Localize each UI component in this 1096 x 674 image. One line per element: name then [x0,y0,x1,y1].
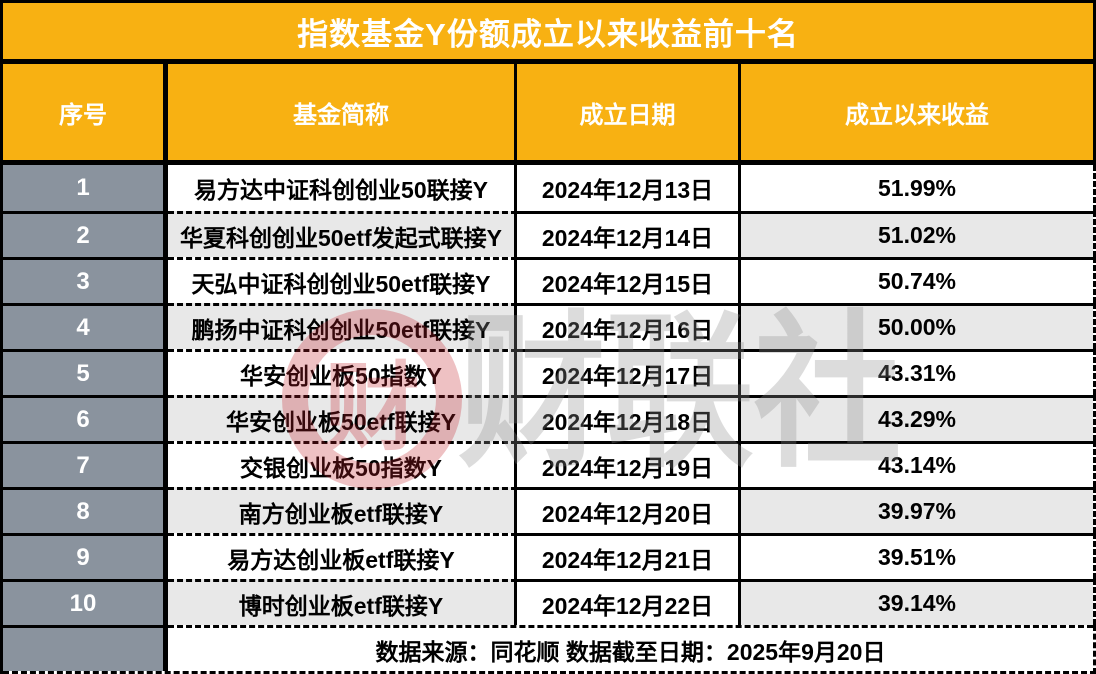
cell-fund-name: 南方创业板etf联接Y [168,487,517,533]
table-footer: 数据来源：同花顺 数据截至日期：2025年9月20日 [3,625,1096,674]
page-title: 指数基金Y份额成立以来收益前十名 [3,3,1096,64]
table-row: 9 易方达创业板etf联接Y 2024年12月21日 39.51% [3,533,1096,579]
cell-fund-name: 天弘中证科创创业50etf联接Y [168,257,517,303]
header-rank: 序号 [3,64,168,160]
cell-rank: 10 [3,579,168,625]
footer-rank-cell [3,625,168,671]
cell-inception-date: 2024年12月18日 [517,395,741,441]
table-row: 3 天弘中证科创创业50etf联接Y 2024年12月15日 50.74% [3,257,1096,303]
cell-rank: 9 [3,533,168,579]
cell-fund-name: 易方达中证科创创业50联接Y [168,165,517,211]
cell-rank: 8 [3,487,168,533]
footer-source-note: 数据来源：同花顺 数据截至日期：2025年9月20日 [168,625,1093,671]
cell-fund-name: 华安创业板50指数Y [168,349,517,395]
cell-inception-date: 2024年12月16日 [517,303,741,349]
cell-return: 43.29% [741,395,1093,441]
table-row: 5 华安创业板50指数Y 2024年12月17日 43.31% [3,349,1096,395]
cell-return: 39.97% [741,487,1093,533]
cell-return: 50.74% [741,257,1093,303]
cell-return: 39.14% [741,579,1093,625]
table-row: 8 南方创业板etf联接Y 2024年12月20日 39.97% [3,487,1096,533]
cell-fund-name: 华夏科创创业50etf发起式联接Y [168,211,517,257]
cell-return: 51.02% [741,211,1093,257]
cell-inception-date: 2024年12月14日 [517,211,741,257]
cell-fund-name: 博时创业板etf联接Y [168,579,517,625]
cell-return: 51.99% [877,174,956,201]
cell-fund-name: 易方达创业板etf联接Y [168,533,517,579]
header-fund-name: 基金简称 [168,64,517,160]
cell-return: 39.51% [741,533,1093,579]
table-row: 6 华安创业板50etf联接Y 2024年12月18日 43.29% [3,395,1096,441]
header-return: 成立以来收益 [845,101,989,129]
cell-return: 50.00% [741,303,1093,349]
cell-inception-date: 2024年12月22日 [517,579,741,625]
cell-rank: 4 [3,303,168,349]
cell-rank: 2 [3,211,168,257]
table-row: 7 交银创业板50指数Y 2024年12月19日 43.14% [3,441,1096,487]
cell-return: 43.14% [741,441,1093,487]
table-row: 2 华夏科创创业50etf发起式联接Y 2024年12月14日 51.02% [3,211,1096,257]
table-row: 10 博时创业板etf联接Y 2024年12月22日 39.14% [3,579,1096,625]
cell-inception-date: 2024年12月21日 [517,533,741,579]
cell-inception-date: 2024年12月15日 [517,257,741,303]
table-header: 序号 基金简称 成立日期 成立以来收益 [3,64,1096,165]
cell-rank: 5 [3,349,168,395]
cell-rank: 1 [3,165,168,211]
cell-inception-date: 2024年12月20日 [517,487,741,533]
header-inception-date: 成立日期 [517,64,741,160]
table-body: 1 易方达中证科创创业50联接Y 2024年12月13日 51.99% 2 华夏… [3,165,1096,625]
cell-rank: 7 [3,441,168,487]
cell-return: 43.31% [741,349,1093,395]
cell-fund-name: 交银创业板50指数Y [168,441,517,487]
cell-inception-date: 2024年12月17日 [517,349,741,395]
cell-fund-name: 鹏扬中证科创创业50etf联接Y [168,303,517,349]
cell-rank: 6 [3,395,168,441]
cell-inception-date: 2024年12月19日 [517,441,741,487]
cell-fund-name: 华安创业板50etf联接Y [168,395,517,441]
cell-rank: 3 [3,257,168,303]
table-row: 4 鹏扬中证科创创业50etf联接Y 2024年12月16日 50.00% [3,303,1096,349]
table-row: 1 易方达中证科创创业50联接Y 2024年12月13日 51.99% [3,165,1096,211]
cell-inception-date: 2024年12月13日 [517,165,741,211]
